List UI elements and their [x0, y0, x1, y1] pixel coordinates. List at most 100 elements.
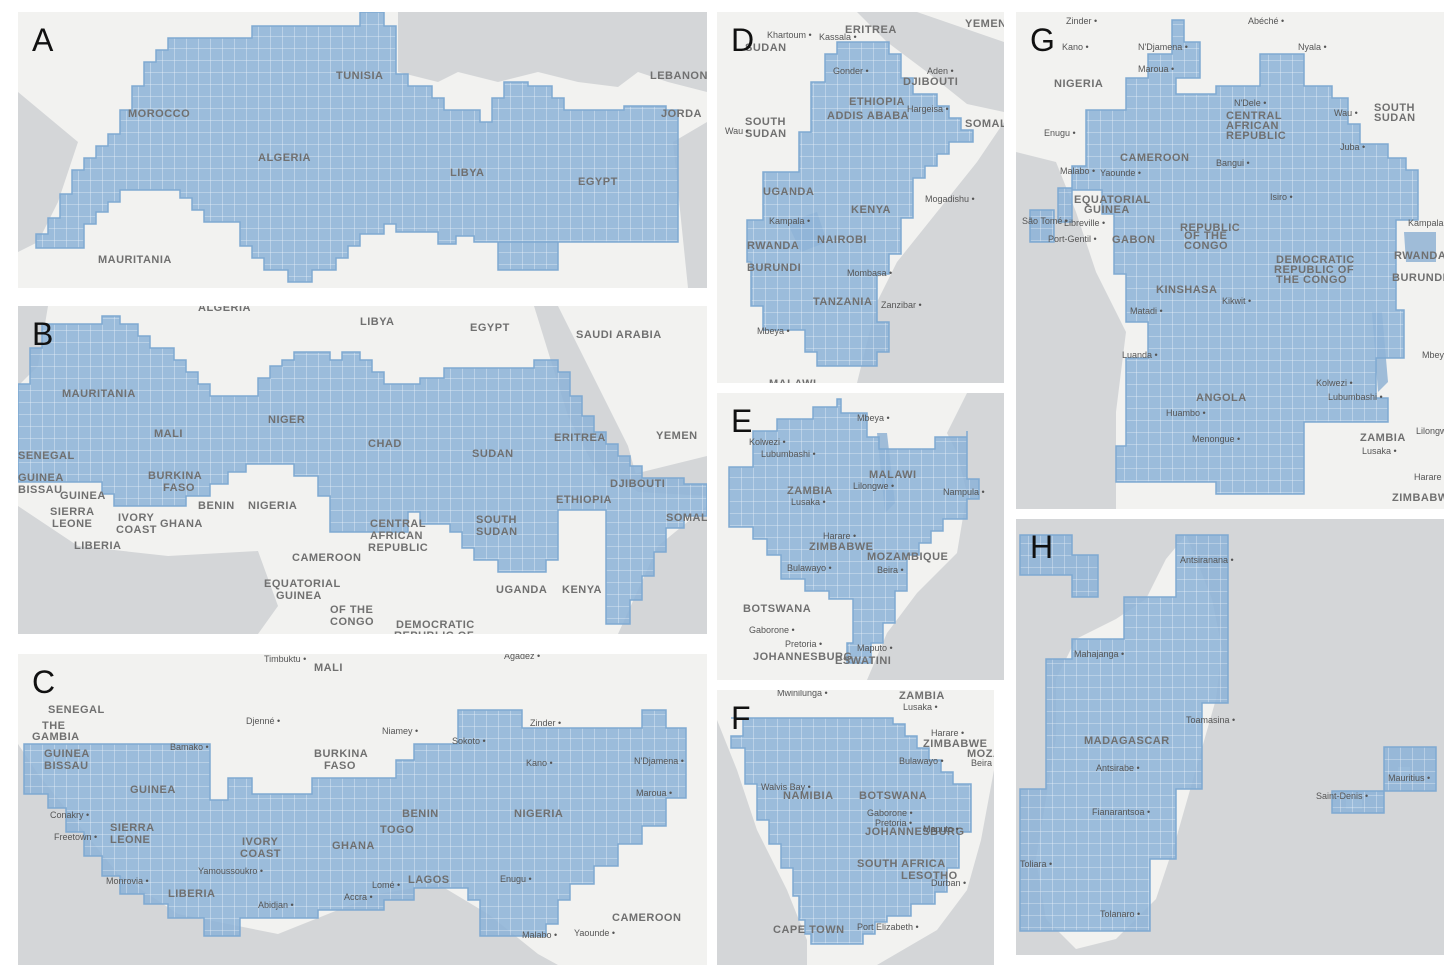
- water-indian-e: [867, 393, 1004, 680]
- map-label-c-0: Timbuktu •: [264, 654, 307, 664]
- map-label-b-30: SOUTH: [476, 514, 517, 526]
- map-label-g-21: EQUATORIAL: [1074, 194, 1151, 206]
- map-label-f-8: NAMIBIA: [783, 790, 834, 802]
- map-label-e-7: Lusaka •: [791, 497, 826, 507]
- map-label-f-11: Gaborone •: [867, 808, 913, 818]
- grid-region: [746, 41, 974, 367]
- map-label-f-18: CAPE TOWN: [773, 924, 845, 936]
- map-label-c-36: Abidjan •: [258, 900, 294, 910]
- map-label-e-10: MOZAMBIQUE: [867, 551, 949, 563]
- map-label-c-6: THE: [42, 720, 66, 732]
- map-label-f-4: ZIMBABWE: [923, 738, 988, 750]
- map-label-h-0: Antsiranana •: [1180, 555, 1234, 565]
- map-label-b-31: SUDAN: [476, 526, 518, 538]
- map-label-c-30: Monrovia •: [106, 876, 149, 886]
- map-label-d-5: Gonder •: [833, 66, 869, 76]
- map-label-e-18: ESWATINI: [835, 655, 892, 667]
- map-g-canvas: [1016, 19, 1436, 509]
- map-label-c-31: LAGOS: [408, 874, 450, 886]
- map-d-canvas: [746, 12, 1004, 383]
- map-label-g-33: REPUBLIC OF: [1274, 264, 1355, 276]
- map-label-g-3: N'Djamena •: [1138, 42, 1188, 52]
- map-label-d-7: Aden •: [927, 66, 954, 76]
- map-label-e-12: Bulawayo •: [787, 563, 832, 573]
- map-label-f-16: LESOTHO: [901, 870, 958, 882]
- map-label-b-24: IVORY: [118, 512, 155, 524]
- map-label-c-2: Agadez •: [504, 654, 541, 661]
- panel-letter-c: C: [32, 664, 56, 700]
- map-label-c-7: GAMBIA: [32, 731, 80, 743]
- map-label-c-33: Lomé •: [372, 880, 401, 890]
- map-label-d-6: DJIBOUTI: [903, 76, 959, 88]
- map-label-f-13: JOHANNESBURG: [865, 826, 965, 838]
- map-label-c-22: TOGO: [380, 824, 415, 836]
- map-label-g-7: SOUTH: [1374, 102, 1415, 114]
- map-label-d-22: Mombasa •: [847, 268, 893, 278]
- map-panel-h: H Antsiranana • Mahajanga • Toamasina • MAD…: [1016, 519, 1444, 955]
- grid-region: [18, 315, 707, 625]
- map-label-e-8: Harare •: [823, 531, 857, 541]
- water-atlantic: [18, 92, 78, 252]
- map-label-g-41: Kolwezi •: [1316, 378, 1353, 388]
- map-label-d-3: Kassala •: [819, 32, 857, 42]
- map-label-b-40: DEMOCRATIC: [396, 619, 475, 631]
- map-label-b-21: NIGERIA: [248, 500, 298, 512]
- map-label-c-1: MALI: [314, 662, 343, 674]
- map-label-g-6: NIGERIA: [1054, 78, 1104, 90]
- map-label-a-7: MAURITANIA: [98, 254, 172, 266]
- map-panel-b: B ALGERIA LIBYA EGYPT SAUDI ARABIA MAURITANI…: [18, 306, 707, 634]
- map-label-b-0: ALGERIA: [198, 306, 251, 314]
- map-label-b-14: DJIBOUTI: [610, 478, 666, 490]
- map-label-e-6: Nampula •: [943, 487, 985, 497]
- map-label-c-8: Niamey •: [382, 726, 419, 736]
- map-label-h-1: Mahajanga •: [1074, 649, 1125, 659]
- grid-region: [1029, 19, 1419, 495]
- map-label-g-44: Huambo •: [1166, 408, 1206, 418]
- map-panel-c: C Timbuktu • MALI Agadez • SENEGAL Djenné • Z…: [18, 654, 707, 965]
- map-label-e-2: Lubumbashi •: [761, 449, 816, 459]
- map-label-e-9: ZIMBABWE: [809, 541, 874, 553]
- map-label-e-13: BOTSWANA: [743, 603, 812, 615]
- map-label-c-19: BENIN: [402, 808, 439, 820]
- map-b-canvas: [18, 306, 707, 634]
- map-label-f-15: SOUTH AFRICA: [857, 858, 946, 870]
- map-label-g-19: Yaounde •: [1100, 168, 1142, 178]
- map-label-a-4: ALGERIA: [258, 152, 311, 164]
- map-label-e-11: Beira •: [877, 565, 904, 575]
- map-label-b-9: ERITREA: [554, 432, 606, 444]
- map-label-c-21: Conakry •: [50, 810, 90, 820]
- map-label-g-20: Isiro •: [1270, 192, 1293, 202]
- map-c-canvas: [18, 709, 687, 965]
- map-h-canvas: [1019, 534, 1437, 949]
- map-label-c-18: Maroua •: [636, 788, 673, 798]
- map-label-g-13: REPUBLIC: [1226, 130, 1287, 142]
- map-label-e-3: MALAWI: [869, 469, 917, 481]
- map-label-g-29: GABON: [1112, 234, 1156, 246]
- map-label-g-4: Nyala •: [1298, 42, 1327, 52]
- map-label-g-32: DEMOCRATIC: [1276, 254, 1355, 266]
- water-redsea: [673, 122, 707, 288]
- map-label-e-4: Lilongwe •: [853, 481, 895, 491]
- map-label-e-16: JOHANNESBURG: [753, 651, 853, 663]
- map-label-d-16: KENYA: [851, 204, 891, 216]
- map-label-f-5: MOZAM: [967, 748, 994, 760]
- map-label-g-9: N'Dele •: [1234, 98, 1267, 108]
- map-label-d-4: SUDAN: [745, 42, 787, 54]
- map-label-d-8: ETHIOPIA: [849, 96, 905, 108]
- map-label-g-5: Maroua •: [1138, 64, 1175, 74]
- panel-letter-d: D: [731, 22, 755, 58]
- map-label-g-47: ZAMBIA: [1360, 432, 1406, 444]
- panel-letter-e: E: [731, 403, 753, 439]
- map-label-c-39: Yaounde •: [574, 928, 616, 938]
- map-label-h-5: Mauritius •: [1388, 773, 1431, 783]
- map-label-g-43: Lubumbashi •: [1328, 392, 1383, 402]
- map-label-d-21: BURUNDI: [747, 262, 802, 274]
- map-label-g-1: Abéché •: [1248, 16, 1285, 26]
- map-label-g-11: CENTRAL: [1226, 110, 1283, 122]
- map-label-b-37: GUINEA: [276, 590, 322, 602]
- map-label-b-19: GUINEA: [60, 490, 106, 502]
- map-label-a-5: LIBYA: [450, 167, 485, 179]
- panel-letter-a: A: [32, 22, 54, 58]
- map-label-c-3: SENEGAL: [48, 704, 105, 716]
- map-label-c-15: Kano •: [526, 758, 553, 768]
